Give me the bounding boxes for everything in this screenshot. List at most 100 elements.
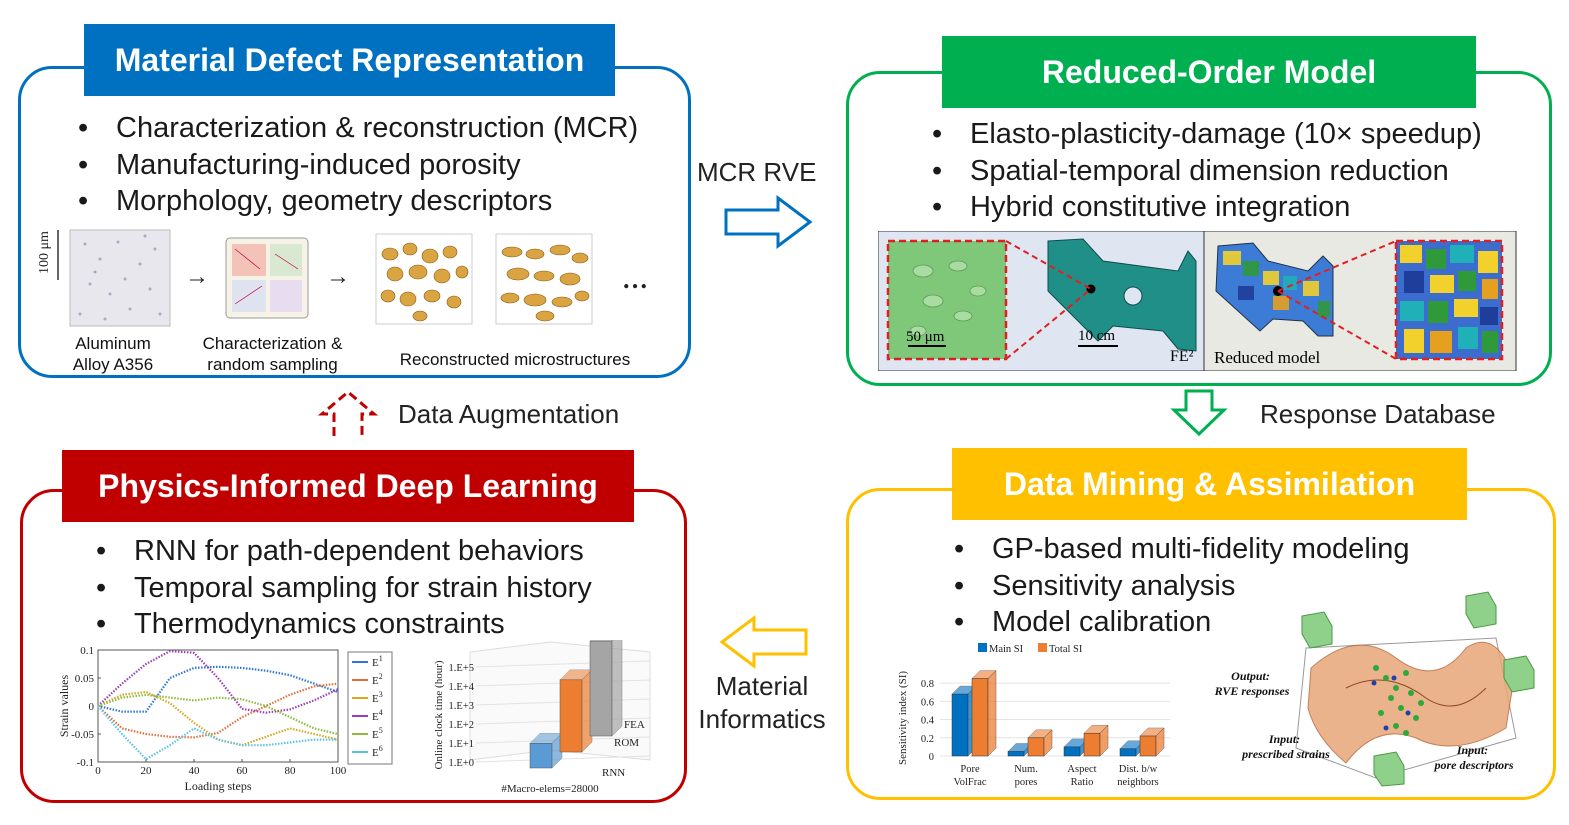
clock-bar-side <box>611 640 623 737</box>
surf-output-line: Output: <box>1231 669 1270 683</box>
mdr-bullet: Characterization & reconstruction (MCR) <box>78 110 638 147</box>
strain-ytick-label: -0.1 <box>77 757 94 769</box>
si-ylabel: Sensitivity index (SI) <box>897 671 909 765</box>
surf-input2-label: Input: pore descriptors <box>1434 743 1514 772</box>
mdr-figures: 100 μm → → … <box>37 229 648 327</box>
flow-label-data-augmentation: Data Augmentation <box>398 399 620 429</box>
strain-xtick-label: 100 <box>330 765 347 777</box>
strain-line-chart: 0 20 40 60 80 100 0.1 0.05 0 -0.05 -0.1 Loading st… <box>57 645 393 793</box>
grain-map-image <box>1394 239 1504 361</box>
clock-ytick-label: 1.E+1 <box>449 739 474 750</box>
si-ytick-label: 0.4 <box>921 716 935 727</box>
strain-legend-box <box>347 651 393 765</box>
clock-bar-front <box>559 679 583 753</box>
clock-bar-top <box>589 640 614 642</box>
si-bar-side <box>1099 724 1109 757</box>
strain-series-line <box>97 649 339 714</box>
ellipsis: … <box>622 265 648 294</box>
strain-legend-label: E3 <box>372 690 383 705</box>
specimen-mesh-image <box>1047 238 1197 352</box>
si-ytick-label: 0.8 <box>921 679 934 690</box>
scale-10cm: 10 cm <box>1078 328 1115 344</box>
si-legend-swatch <box>978 643 987 652</box>
strain-ytick-label: -0.05 <box>71 729 94 741</box>
caption-alloy-line: Alloy A356 <box>72 355 154 374</box>
arrow-left-icon <box>719 615 808 669</box>
strain-legend-superscript: 6 <box>379 744 383 753</box>
rve-cube-icons <box>1301 591 1535 787</box>
mdr-title: Material Defect Representation <box>84 24 615 96</box>
pidl-bullet: Thermodynamics constraints <box>96 606 592 643</box>
strain-xtick-label: 0 <box>95 765 101 777</box>
arrow-right-icon <box>724 195 813 249</box>
si-legend-label: Main SI <box>989 644 1024 655</box>
rom-bullet: Elasto-plasticity-damage (10× speedup) <box>932 116 1482 153</box>
si-category-label: neighbors <box>1117 777 1158 788</box>
recon-cube-1 <box>375 233 473 325</box>
caption-sampling-line: Characterization & <box>202 334 343 353</box>
si-bar-front <box>1063 746 1081 757</box>
si-bar-front <box>1007 751 1025 757</box>
surf-output-line: RVE responses <box>1214 684 1290 698</box>
rom-bullets: Elasto-plasticity-damage (10× speedup) S… <box>932 116 1482 226</box>
strain-legend-label: E6 <box>372 744 383 759</box>
si-bar-side <box>1043 729 1053 757</box>
surf-output-label: Output: RVE responses <box>1214 669 1290 698</box>
recon-cube-2 <box>495 233 593 325</box>
surf-input2-line: Input: <box>1456 743 1488 757</box>
clock-bar-front <box>529 743 553 769</box>
rom-figure: 50 μm 10 cm FE² Reduced mod <box>878 231 1517 371</box>
mdr-bullet: Manufacturing-induced porosity <box>78 147 638 184</box>
dma-bullet: GP-based multi-fidelity modeling <box>954 531 1409 568</box>
si-category-label: Aspect <box>1067 764 1096 775</box>
response-surface <box>1295 637 1517 779</box>
strain-xtick-label: 20 <box>141 765 153 777</box>
strain-xtick-label: 80 <box>285 765 297 777</box>
strain-ytick-label: 0.1 <box>80 645 94 657</box>
strain-xlabel: Loading steps <box>185 779 252 793</box>
si-category-label: pores <box>1015 777 1038 788</box>
si-category-label: VolFrac <box>953 777 986 788</box>
si-bar-front <box>1119 748 1137 757</box>
strain-legend-label: E1 <box>372 654 383 669</box>
strain-legend-label: E5 <box>372 726 383 741</box>
strain-legend-label: E2 <box>372 672 383 687</box>
surf-input1-line: Input: <box>1268 732 1300 746</box>
caption-alloy: Aluminum Alloy A356 <box>58 333 168 375</box>
pidl-bullet: Temporal sampling for strain history <box>96 570 592 607</box>
strain-ytick-label: 0 <box>89 701 95 713</box>
clock-category-label: ROM <box>614 737 639 749</box>
scale-50um: 50 μm <box>906 329 945 345</box>
clock-ylabel: Online clock time (hour) <box>433 660 445 769</box>
scale-label: 100 μm <box>37 231 52 274</box>
strain-legend-superscript: 3 <box>379 690 383 699</box>
si-category-label: Pore <box>960 764 980 775</box>
strain-series-line <box>97 690 339 747</box>
flow-label-material-informatics: Material Informatics <box>692 670 832 736</box>
arrow-down-icon <box>1170 389 1228 437</box>
surf-input1-label: Input: prescribed strains <box>1241 732 1330 761</box>
arrow-up-dashed-icon <box>318 390 378 436</box>
clock-gridline <box>475 755 651 763</box>
fe2-label: FE² <box>1170 348 1194 365</box>
strain-legend-superscript: 2 <box>379 672 383 681</box>
si-category-label: Dist. b/w <box>1119 764 1158 775</box>
clock-bar-front <box>589 640 613 737</box>
clock-time-bar-chart: 1.E+01.E+11.E+21.E+31.E+41.E+5RNNROMFEA … <box>433 640 651 795</box>
clock-ytick-label: 1.E+4 <box>449 682 475 693</box>
mdr-bullet: Morphology, geometry descriptors <box>78 183 638 220</box>
dma-bullets: GP-based multi-fidelity modeling Sensiti… <box>954 531 1409 641</box>
surf-input2-line: pore descriptors <box>1434 758 1514 772</box>
flow-mi-line: Informatics <box>698 704 826 734</box>
dma-bullet: Sensitivity analysis <box>954 568 1409 605</box>
dma-title: Data Mining & Assimilation <box>952 448 1467 520</box>
strain-legend-superscript: 1 <box>379 654 383 663</box>
si-bar-side <box>987 669 997 757</box>
rom-title: Reduced-Order Model <box>942 36 1476 108</box>
si-ytick-label: 0 <box>929 752 934 763</box>
sensitivity-bar-chart: Main SI Total SI 0 0.2 0.4 0.6 0.8 Pore VolFra… <box>897 643 1170 788</box>
pidl-bullets: RNN for path-dependent behaviors Tempora… <box>96 533 592 643</box>
strain-ylabel: Strain values <box>57 675 71 738</box>
strain-legend-superscript: 4 <box>379 708 383 717</box>
gp-surface-figure: Output: RVE responses Input: prescribed … <box>1214 591 1535 787</box>
